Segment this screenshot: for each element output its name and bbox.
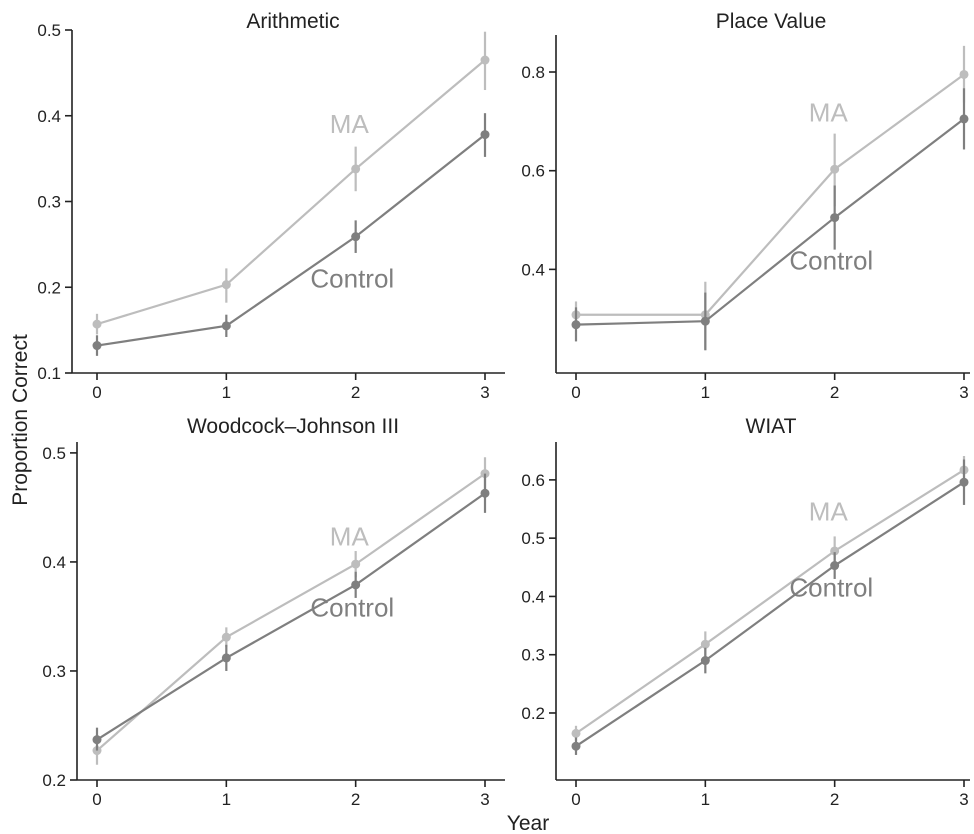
panel-1: Arithmetic 0.1 0.2 0.3 0.4 0.5 0 1 2 3 MA Control [37, 10, 505, 402]
series-label-control: Control [789, 572, 873, 602]
x-tick-label: 2 [351, 790, 360, 809]
y-tick-label: 0.3 [521, 646, 545, 665]
x-tick-label: 3 [480, 383, 489, 402]
data-point [92, 735, 102, 745]
data-point [959, 114, 969, 124]
y-tick-label: 0.5 [37, 21, 61, 40]
data-point [830, 546, 840, 556]
series-label-ma: MA [330, 522, 370, 552]
series-control [571, 459, 969, 755]
data-point [351, 164, 361, 174]
data-point [480, 130, 490, 140]
series-line-control [575, 118, 965, 326]
data-point [571, 741, 581, 751]
x-tick-label: 3 [959, 383, 968, 402]
series-line-control [96, 492, 486, 741]
x-tick-label: 1 [222, 383, 231, 402]
data-point [700, 639, 710, 649]
data-point [351, 559, 361, 569]
data-point [221, 321, 231, 331]
x-tick-label: 0 [92, 383, 101, 402]
series-line-ma [576, 73, 965, 316]
data-point [221, 653, 231, 663]
panel-title: WIAT [746, 415, 797, 438]
y-tick-label: 0.5 [42, 444, 66, 463]
data-point [92, 341, 102, 351]
x-tick-label: 0 [571, 383, 580, 402]
series-ma [571, 455, 969, 741]
data-point [351, 580, 361, 590]
y-tick-label: 0.4 [42, 553, 66, 572]
data-point [830, 213, 840, 223]
x-tick-label: 3 [480, 790, 489, 809]
series-control [92, 473, 490, 751]
x-tick-label: 2 [830, 790, 839, 809]
data-point [959, 69, 969, 79]
data-point [221, 632, 231, 642]
data-point [700, 316, 710, 326]
y-tick-label: 0.2 [37, 278, 61, 297]
x-tick-label: 2 [351, 383, 360, 402]
panel-title: Arithmetic [246, 10, 339, 33]
series-label-control: Control [310, 263, 394, 293]
series-ma [571, 45, 969, 350]
series-label-control: Control [789, 245, 873, 275]
data-point [480, 55, 490, 65]
series-line-control [575, 481, 965, 748]
y-tick-label: 0.2 [521, 704, 545, 723]
series-line-ma [96, 472, 486, 752]
x-tick-label: 3 [959, 790, 968, 809]
x-tick-label: 0 [92, 790, 101, 809]
y-tick-label: 0.4 [37, 107, 61, 126]
panel-title: Woodcock–Johnson III [187, 415, 399, 438]
series-label-ma: MA [330, 109, 370, 139]
data-point [351, 232, 361, 242]
series-line-control [96, 133, 486, 347]
y-tick-label: 0.6 [521, 162, 545, 181]
x-tick-label: 1 [222, 790, 231, 809]
x-axis-title: Year [507, 812, 549, 834]
y-tick-label: 0.5 [521, 529, 545, 548]
x-tick-label: 1 [701, 790, 710, 809]
series-label-ma: MA [809, 97, 849, 127]
data-point [571, 728, 581, 738]
y-tick-label: 0.4 [521, 587, 545, 606]
data-point [571, 320, 581, 330]
data-point [221, 280, 231, 290]
series-line-ma [575, 469, 965, 735]
y-tick-label: 0.2 [42, 771, 66, 790]
y-tick-label: 0.4 [521, 260, 545, 279]
y-tick-label: 0.1 [37, 364, 61, 383]
y-tick-label: 0.8 [521, 63, 545, 82]
series-ma [92, 457, 490, 765]
panel-title: Place Value [716, 10, 827, 33]
series-line-ma [96, 59, 486, 326]
panel-2: Place Value 0.4 0.6 0.8 0 1 2 3 MA Control [521, 10, 970, 402]
x-tick-label: 0 [571, 790, 580, 809]
series-ma [92, 31, 490, 335]
series-control [571, 88, 969, 351]
data-point [830, 164, 840, 174]
y-axis-title: Proportion Correct [9, 334, 32, 506]
x-tick-label: 2 [830, 383, 839, 402]
data-point [92, 319, 102, 329]
x-tick-label: 1 [701, 383, 710, 402]
data-point [700, 656, 710, 666]
data-point [830, 561, 840, 571]
data-point [959, 477, 969, 487]
panel-3: Woodcock–Johnson III 0.2 0.3 0.4 0.5 0 1 2 3 MA Co… [42, 415, 505, 809]
panel-4: WIAT 0.2 0.3 0.4 0.5 0.6 0 1 2 3 MA Control [521, 415, 970, 809]
y-tick-label: 0.3 [42, 662, 66, 681]
series-label-ma: MA [809, 497, 849, 527]
series-label-control: Control [310, 592, 394, 622]
y-tick-label: 0.6 [521, 471, 545, 490]
y-tick-label: 0.3 [37, 193, 61, 212]
data-point [480, 488, 490, 498]
series-control [92, 113, 490, 356]
